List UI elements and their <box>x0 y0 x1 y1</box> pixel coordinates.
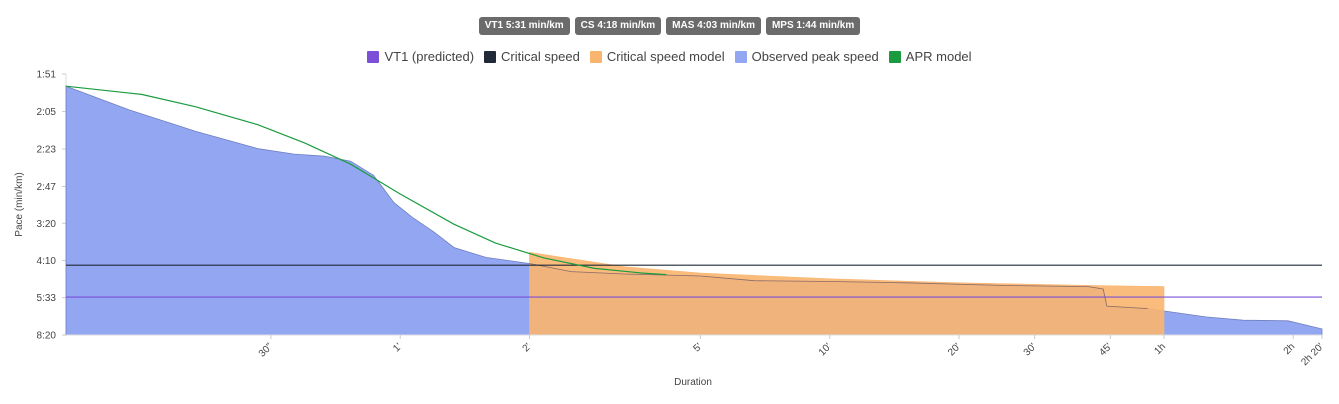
apr-model-line <box>65 85 667 276</box>
badge-cs: CS 4:18 min/km <box>574 17 662 35</box>
x-tick-label: 2h 20' <box>1299 341 1326 368</box>
legend-swatch-cs-model <box>589 50 602 63</box>
x-axis-label: Duration <box>674 377 712 388</box>
legend-swatch-critical-speed <box>484 50 497 63</box>
x-tick-label: 20' <box>946 341 963 358</box>
legend-item-vt1[interactable]: VT1 (predicted) <box>367 49 474 64</box>
x-tick-label: 30' <box>1022 341 1039 358</box>
badge-mps: MPS 1:44 min/km <box>765 17 861 35</box>
legend-swatch-observed-peak <box>734 50 747 63</box>
legend-label-apr-model: APR model <box>905 49 972 64</box>
x-tick-label: 5' <box>691 341 704 354</box>
legend-item-critical-speed[interactable]: Critical speed <box>484 49 580 64</box>
legend-item-observed-peak[interactable]: Observed peak speed <box>734 49 879 64</box>
x-axis: 30" 1' 2' 5' 10' 20' 30' 45' 1h 2h 2h 20' <box>66 334 1326 368</box>
legend-label-cs-model: Critical speed model <box>606 49 725 64</box>
y-tick-label: 2:47 <box>37 182 57 193</box>
badge-vt1: VT1 5:31 min/km <box>478 17 570 35</box>
x-tick-label: 2h <box>1282 341 1298 357</box>
y-axis: 1:51 2:05 2:23 2:47 3:20 4:10 5:33 8:20 <box>37 70 67 342</box>
y-tick-label: 5:33 <box>37 293 57 304</box>
metric-badges: VT1 5:31 min/km CS 4:18 min/km MAS 4:03 … <box>0 17 1339 35</box>
x-tick-label: 1h <box>1152 341 1168 357</box>
badge-mas: MAS 4:03 min/km <box>666 17 761 35</box>
y-tick-label: 2:05 <box>37 107 57 118</box>
y-tick-label: 8:20 <box>37 331 57 342</box>
legend-label-critical-speed: Critical speed <box>501 49 580 64</box>
y-tick-label: 3:20 <box>37 219 57 230</box>
legend-label-vt1: VT1 (predicted) <box>384 49 475 64</box>
critical-speed-model-area <box>529 252 1165 336</box>
y-tick-label: 1:51 <box>37 70 57 81</box>
legend-item-apr-model[interactable]: APR model <box>888 49 972 64</box>
x-tick-label: 10' <box>817 341 834 358</box>
legend-label-observed-peak: Observed peak speed <box>751 49 879 64</box>
y-tick-label: 2:23 <box>37 145 57 156</box>
legend-swatch-apr-model <box>888 50 901 63</box>
legend-swatch-vt1 <box>367 50 380 63</box>
observed-peak-speed-outline <box>529 263 1148 309</box>
x-tick-label: 2' <box>521 341 534 354</box>
chart-legend: VT1 (predicted) Critical speed Critical … <box>0 49 1339 64</box>
x-tick-label: 1' <box>391 341 404 354</box>
y-tick-label: 4:10 <box>37 256 57 267</box>
legend-item-cs-model[interactable]: Critical speed model <box>589 49 725 64</box>
y-axis-label: Pace (min/km) <box>14 172 25 236</box>
x-tick-label: 45' <box>1097 341 1114 358</box>
x-tick-label: 30" <box>257 341 275 359</box>
